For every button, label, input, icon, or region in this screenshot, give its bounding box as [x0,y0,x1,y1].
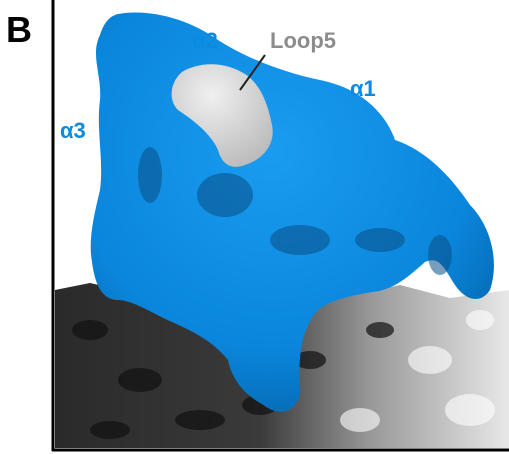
figure-panel: B Loop5 α2 α1 α3 [0,0,509,454]
loop-label: Loop5 [270,28,336,53]
panel-label: B [6,9,32,50]
helix-label: α3 [60,118,86,143]
helix-label: α1 [350,76,376,101]
helix-label: α2 [192,28,218,53]
page: {"panel": {"label": "B"}, "labels": {"he… [0,0,509,454]
